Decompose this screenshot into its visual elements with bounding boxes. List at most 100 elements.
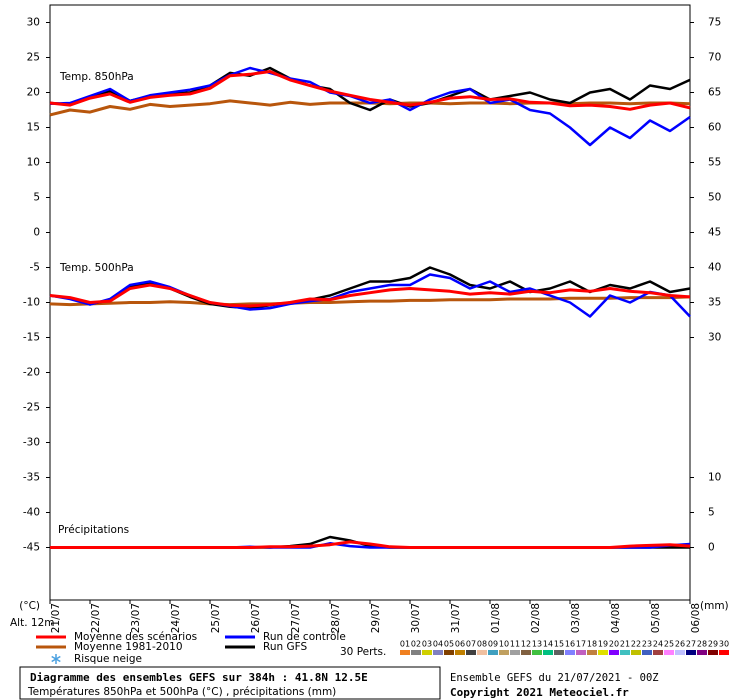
y2-tick-label: 0 bbox=[708, 542, 715, 554]
pert-swatch bbox=[477, 650, 487, 655]
series-line bbox=[49, 70, 691, 111]
y-tick-label: -35 bbox=[23, 472, 40, 484]
pert-swatch bbox=[411, 650, 421, 655]
pert-label: 28 bbox=[697, 640, 707, 649]
y-tick-label: -45 bbox=[23, 542, 40, 554]
y2-tick-label: 10 bbox=[708, 472, 721, 484]
pert-label: 21 bbox=[620, 640, 630, 649]
pert-label: 08 bbox=[477, 640, 487, 649]
pert-label: 29 bbox=[708, 640, 718, 649]
series-line bbox=[49, 295, 691, 307]
pert-label: 19 bbox=[598, 640, 608, 649]
x-tick-label: 27/07 bbox=[290, 603, 302, 633]
pert-label: 13 bbox=[532, 640, 542, 649]
y-tick-label: 20 bbox=[27, 87, 40, 99]
pert-swatch bbox=[708, 650, 718, 655]
pert-swatch bbox=[719, 650, 729, 655]
x-tick-label: 24/07 bbox=[170, 603, 182, 633]
pert-swatch bbox=[455, 650, 465, 655]
pert-label: 26 bbox=[675, 640, 685, 649]
x-tick-label: 03/08 bbox=[570, 603, 582, 633]
x-tick-label: 29/07 bbox=[370, 603, 382, 633]
y-tick-label: 30 bbox=[27, 17, 40, 29]
x-tick-label: 26/07 bbox=[250, 603, 262, 633]
y-tick-label: 0 bbox=[33, 227, 40, 239]
y-tick-label: -30 bbox=[23, 437, 40, 449]
x-tick-label: 22/07 bbox=[90, 603, 102, 633]
x-tick-label: 02/08 bbox=[530, 603, 542, 633]
y-tick-label: 5 bbox=[33, 192, 40, 204]
y2-tick-label: 5 bbox=[708, 507, 715, 519]
pert-swatch bbox=[587, 650, 597, 655]
pert-swatch bbox=[653, 650, 663, 655]
run-label: Ensemble GEFS du 21/07/2021 - 00Z bbox=[450, 672, 659, 684]
series-line bbox=[49, 273, 691, 318]
series-line bbox=[49, 283, 691, 308]
legend-label: Moyenne 1981-2010 bbox=[74, 641, 183, 653]
panel-label: Temp. 500hPa bbox=[59, 262, 134, 274]
pert-label: 15 bbox=[554, 640, 564, 649]
pert-swatch bbox=[686, 650, 696, 655]
x-tick-label: 04/08 bbox=[610, 603, 622, 633]
pert-swatch bbox=[664, 650, 674, 655]
y-tick-label: 15 bbox=[27, 122, 40, 134]
pert-swatch bbox=[499, 650, 509, 655]
pert-swatch bbox=[466, 650, 476, 655]
y-unit: (°C) bbox=[19, 600, 40, 612]
legend-label: Moyenne des scénarios bbox=[74, 631, 197, 643]
y2-tick-label: 50 bbox=[708, 192, 721, 204]
y2-tick-label: 45 bbox=[708, 227, 721, 239]
pert-label: 16 bbox=[565, 640, 575, 649]
pert-swatch bbox=[565, 650, 575, 655]
y2-tick-label: 70 bbox=[708, 52, 721, 64]
pert-swatch bbox=[444, 650, 454, 655]
pert-label: 03 bbox=[422, 640, 432, 649]
pert-label: 20 bbox=[609, 640, 619, 649]
pert-swatch bbox=[609, 650, 619, 655]
pert-label: 05 bbox=[444, 640, 454, 649]
x-tick-label: 28/07 bbox=[330, 603, 342, 633]
pert-label: 23 bbox=[642, 640, 652, 649]
x-tick-label: 23/07 bbox=[130, 603, 142, 633]
legend-label: Risque neige bbox=[74, 653, 142, 665]
pert-label: 18 bbox=[587, 640, 597, 649]
pert-swatch bbox=[488, 650, 498, 655]
panel-label: Précipitations bbox=[58, 524, 129, 536]
y-tick-label: 10 bbox=[27, 157, 40, 169]
pert-swatch bbox=[631, 650, 641, 655]
pert-label: 01 bbox=[400, 640, 410, 649]
pert-label: 11 bbox=[510, 640, 520, 649]
series-line bbox=[50, 535, 690, 549]
pert-swatch bbox=[543, 650, 553, 655]
legend-label: Run GFS bbox=[263, 641, 307, 653]
series-line bbox=[50, 540, 691, 549]
pert-swatch bbox=[521, 650, 531, 655]
y-tick-label: -5 bbox=[30, 262, 40, 274]
y2-unit: (mm) bbox=[700, 600, 729, 612]
x-tick-label: 05/08 bbox=[650, 603, 662, 633]
copyright: Copyright 2021 Meteociel.fr bbox=[450, 686, 629, 699]
pert-swatch bbox=[532, 650, 542, 655]
title: Diagramme des ensembles GEFS sur 384h : … bbox=[30, 671, 368, 684]
pert-swatch bbox=[675, 650, 685, 655]
pert-label: 17 bbox=[576, 640, 586, 649]
info-box bbox=[19, 666, 441, 700]
pert-label: 12 bbox=[521, 640, 531, 649]
pert-swatch bbox=[554, 650, 564, 655]
y-tick-label: -20 bbox=[23, 367, 40, 379]
pert-label: 30 bbox=[719, 640, 729, 649]
x-tick-label: 06/08 bbox=[690, 603, 702, 633]
y2-tick-label: 65 bbox=[708, 87, 721, 99]
y2-tick-label: 35 bbox=[708, 297, 721, 309]
x-tick-label: 01/08 bbox=[490, 603, 502, 633]
pert-label: 22 bbox=[631, 640, 641, 649]
legend-label: Run de contrôle bbox=[263, 631, 346, 643]
pert-label: 25 bbox=[664, 640, 674, 649]
y2-tick-label: 75 bbox=[708, 17, 721, 29]
y-tick-label: -15 bbox=[23, 332, 40, 344]
pert-label: 09 bbox=[488, 640, 498, 649]
pert-label: 06 bbox=[455, 640, 465, 649]
subtitle: Températures 850hPa et 500hPa (°C) , pré… bbox=[27, 686, 336, 698]
y2-tick-label: 30 bbox=[708, 332, 721, 344]
